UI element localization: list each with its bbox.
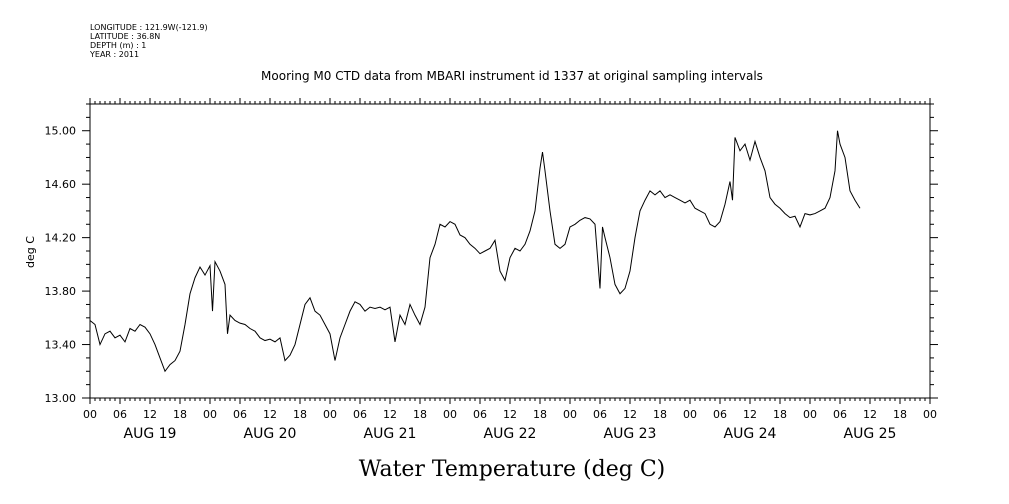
day-label: AUG 24 <box>724 426 777 442</box>
x-tick-label: 18 <box>533 408 547 421</box>
plot-frame <box>89 103 931 399</box>
day-label: AUG 25 <box>844 426 897 442</box>
x-tick-label: 06 <box>593 408 607 421</box>
x-tick-label: 00 <box>323 408 337 421</box>
y-tick-label: 13.40 <box>45 339 77 352</box>
x-tick-label: 18 <box>293 408 307 421</box>
x-tick-label: 18 <box>893 408 907 421</box>
y-tick-label: 13.00 <box>45 392 77 405</box>
x-tick-label: 18 <box>653 408 667 421</box>
x-tick-label: 12 <box>863 408 877 421</box>
x-tick-label: 06 <box>833 408 847 421</box>
day-label: AUG 23 <box>604 426 657 442</box>
meta-year: YEAR : 2011 <box>89 50 139 59</box>
y-tick-label: 15.00 <box>45 125 77 138</box>
x-tick-label: 00 <box>683 408 697 421</box>
y-axis-label: deg C <box>24 236 37 268</box>
x-tick-label: 18 <box>173 408 187 421</box>
x-tick-label: 18 <box>773 408 787 421</box>
meta-longitude: LONGITUDE : 121.9W(-121.9) <box>90 23 208 32</box>
x-tick-label: 06 <box>233 408 247 421</box>
day-labels: AUG 19 AUG 20 AUG 21 AUG 22 AUG 23 AUG 24 AUG … <box>124 426 897 442</box>
x-tick-label: 00 <box>803 408 817 421</box>
x-tick-label: 12 <box>623 408 637 421</box>
meta-latitude: LATITUDE : 36.8N <box>90 32 160 41</box>
metadata-block: LONGITUDE : 121.9W(-121.9) LATITUDE : 36… <box>89 23 208 59</box>
x-tick-label: 12 <box>743 408 757 421</box>
x-tick-label: 00 <box>443 408 457 421</box>
x-tick-label: 06 <box>713 408 727 421</box>
x-tick-label: 00 <box>203 408 217 421</box>
x-tick-label: 12 <box>143 408 157 421</box>
x-tick-label: 06 <box>353 408 367 421</box>
x-tick-label: 18 <box>413 408 427 421</box>
meta-depth: DEPTH (m) : 1 <box>90 41 146 50</box>
chart-title: Mooring M0 CTD data from MBARI instrumen… <box>261 69 763 83</box>
axis-ticks <box>82 98 938 404</box>
day-label: AUG 22 <box>484 426 537 442</box>
x-tick-label: 06 <box>113 408 127 421</box>
x-tick-label: 00 <box>923 408 937 421</box>
x-tick-label: 12 <box>503 408 517 421</box>
x-tick-labels: 00 06 12 18 00 06 12 18 00 06 12 18 00 06 12 18 00 06 12 18… <box>83 408 937 421</box>
y-tick-label: 14.60 <box>45 178 77 191</box>
x-tick-label: 12 <box>383 408 397 421</box>
y-tick-label: 13.80 <box>45 285 77 298</box>
x-axis-label: Water Temperature (deg C) <box>359 457 666 482</box>
y-tick-labels: 13.00 13.40 13.80 14.20 14.60 15.00 <box>45 125 77 405</box>
day-label: AUG 21 <box>364 426 417 442</box>
y-tick-label: 14.20 <box>45 232 77 245</box>
series-line <box>89 130 861 373</box>
day-label: AUG 20 <box>244 426 297 442</box>
x-tick-label: 06 <box>473 408 487 421</box>
x-tick-label: 00 <box>83 408 97 421</box>
x-tick-label: 12 <box>263 408 277 421</box>
x-tick-label: 00 <box>563 408 577 421</box>
day-label: AUG 19 <box>124 426 177 442</box>
